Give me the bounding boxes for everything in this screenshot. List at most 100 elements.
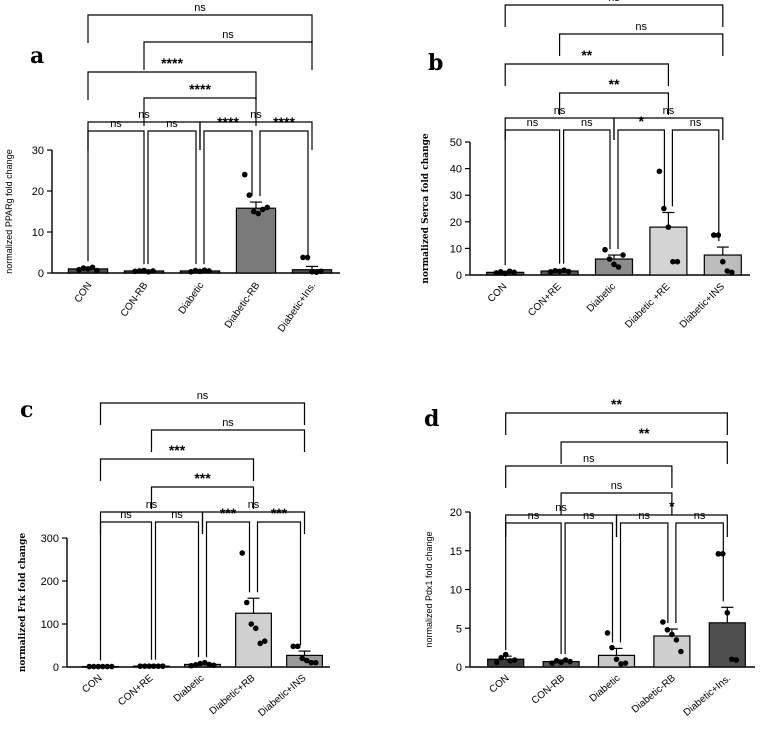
significance-label: ns	[608, 0, 620, 4]
data-point	[665, 224, 672, 230]
data-point	[497, 269, 504, 275]
significance-bracket	[505, 522, 562, 655]
x-tick-label: CON+RE	[526, 281, 564, 319]
significance-label: *	[669, 498, 675, 514]
significance-bracket	[99, 458, 255, 481]
data-point	[250, 208, 257, 215]
significance-label: ****	[189, 81, 211, 97]
data-point	[733, 657, 740, 663]
data-point	[674, 258, 681, 265]
x-tick-label: Diabetic-RB	[223, 280, 263, 330]
significance-bracket	[201, 511, 306, 534]
data-point	[255, 210, 262, 217]
panel-b: b 0 10 20 30 40 50 normalized Serca fold change…	[421, 0, 750, 331]
panel-letter: c	[20, 397, 33, 423]
bar	[703, 254, 742, 276]
significance-label: ns	[554, 105, 566, 117]
data-point	[239, 550, 246, 556]
data-point	[670, 258, 676, 265]
significance-bracket	[150, 486, 255, 509]
data-point	[197, 268, 203, 275]
significance-label: ns	[583, 453, 595, 465]
data-point	[308, 659, 315, 666]
x-tick-label: Diabetic	[172, 673, 207, 705]
significance-bracket	[143, 97, 257, 126]
significance-label: ns	[146, 499, 158, 511]
panel-letter: d	[424, 406, 439, 432]
data-point	[108, 663, 115, 670]
data-point	[137, 663, 144, 669]
significance-bracket	[504, 4, 724, 27]
data-point	[660, 619, 666, 625]
bar	[653, 635, 691, 668]
significance-bracket	[256, 521, 302, 646]
x-tick-label: CON+RE	[116, 673, 155, 709]
data-point	[661, 205, 667, 212]
significance-bracket	[143, 41, 313, 70]
panel-letter: b	[428, 50, 443, 76]
data-point	[146, 663, 153, 669]
significance-label: ns	[194, 2, 206, 14]
y-tick-label: 0	[456, 270, 462, 282]
data-point	[604, 630, 611, 636]
data-point	[264, 204, 271, 211]
data-point	[547, 269, 554, 275]
data-point	[724, 609, 731, 616]
significance-bracket	[613, 117, 724, 140]
data-point	[313, 269, 320, 275]
y-tick-label: 20	[450, 507, 462, 519]
panel-d: d 0 5 10 15 20 normalized Pdx1 fold change CON C…	[424, 396, 755, 719]
y-axis-label: normalized Serca fold change	[421, 133, 431, 284]
significance-label: **	[609, 76, 620, 92]
significance-label: ****	[217, 114, 239, 130]
significance-bracket	[99, 521, 153, 661]
data-point	[609, 644, 615, 651]
significance-bracket	[199, 121, 313, 150]
significance-bracket	[559, 92, 669, 115]
data-point	[141, 267, 147, 274]
significance-label: ns	[250, 109, 262, 121]
data-point	[549, 660, 555, 666]
significance-bracket	[559, 33, 724, 56]
data-point	[104, 663, 111, 670]
data-point	[309, 268, 315, 275]
data-point	[552, 267, 558, 274]
significance-bracket	[560, 492, 673, 515]
significance-label: ns	[583, 510, 595, 522]
x-tick-label: Diabetic+INS	[678, 281, 727, 330]
significance-bracket	[150, 429, 306, 452]
data-point	[192, 662, 199, 668]
significance-label: ns	[222, 29, 234, 41]
y-tick-label: 10	[450, 243, 462, 255]
y-tick-label: 30	[32, 145, 44, 157]
data-point	[76, 266, 82, 273]
x-tick-label: Diabetic+Ins.	[276, 280, 318, 334]
panel-c: c 0 100 200 300 normalized Frk fold change CON…	[18, 390, 330, 719]
significance-label: ns	[527, 117, 539, 129]
data-point	[715, 551, 722, 557]
significance-label: ns	[222, 417, 234, 429]
y-tick-label: 50	[450, 137, 462, 149]
data-point	[720, 258, 726, 265]
data-point	[86, 663, 93, 670]
data-point	[318, 268, 324, 275]
data-point	[132, 268, 138, 275]
significance-label: ns	[528, 510, 540, 522]
y-tick-label: 20	[450, 217, 462, 229]
panel-letter: a	[30, 43, 44, 69]
significance-bracket	[203, 130, 253, 265]
significance-bracket	[87, 71, 257, 100]
y-tick-label: 0	[456, 662, 462, 674]
data-point	[290, 643, 297, 650]
data-point	[90, 663, 97, 670]
significance-label: ns	[663, 105, 675, 117]
data-point	[192, 267, 199, 274]
data-point	[85, 266, 91, 272]
significance-bracket	[560, 441, 728, 464]
data-point	[210, 662, 217, 669]
data-point	[155, 663, 162, 669]
data-point	[606, 256, 613, 262]
significance-bracket	[259, 130, 309, 261]
significance-bracket	[671, 129, 720, 242]
data-point	[241, 171, 248, 178]
